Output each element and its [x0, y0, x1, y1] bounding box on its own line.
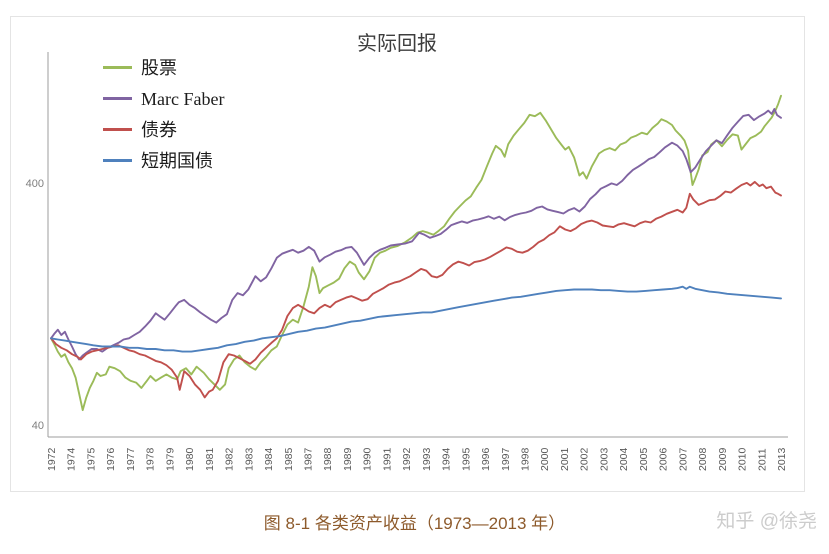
x-axis-tick-label: 1995 [460, 447, 472, 471]
x-axis-tick-label: 1976 [105, 447, 117, 471]
legend-item-tbills: 短期国债 [103, 145, 224, 176]
x-axis-tick-label: 1987 [303, 447, 315, 471]
legend-label-bonds: 债券 [141, 119, 177, 140]
x-axis-tick-label: 1984 [263, 447, 275, 471]
series-line-stocks [50, 94, 782, 412]
x-axis-tick-label: 2009 [717, 447, 729, 471]
series-line-marc-faber [50, 108, 782, 361]
x-axis-tick-label: 1985 [283, 447, 295, 471]
legend-label-marc-faber: Marc Faber [141, 88, 225, 109]
series-line-tbills [50, 285, 782, 353]
x-axis-tick-label: 2011 [756, 448, 768, 471]
y-axis-tick-40: 40 [31, 420, 44, 432]
legend-swatch-stocks [103, 66, 132, 69]
legend-label-tbills: 短期国债 [141, 150, 213, 171]
x-axis-tick-label: 2005 [638, 447, 650, 471]
watermark: 知乎 @徐尧 [716, 511, 817, 532]
x-axis-tick-label: 1990 [362, 447, 374, 471]
x-axis-tick-label: 1983 [243, 447, 255, 471]
x-axis-tick-label: 2002 [579, 447, 591, 471]
y-axis-tick-400: 400 [25, 178, 44, 190]
x-axis-tick-label: 1974 [66, 447, 78, 471]
x-axis-tick-label: 1981 [204, 447, 216, 471]
legend-label-stocks: 股票 [141, 57, 177, 78]
x-axis-tick-label: 1982 [224, 447, 236, 471]
x-axis-tick-label: 2003 [598, 447, 610, 471]
x-axis-tick-label: 1972 [46, 447, 58, 471]
x-axis-tick-label: 1993 [421, 447, 433, 471]
x-axis-tick-label: 1989 [342, 447, 354, 471]
legend-item-marc-faber: Marc Faber [103, 83, 224, 114]
x-axis-tick-label: 1975 [86, 447, 98, 471]
x-axis-tick-label: 2010 [737, 447, 749, 471]
legend-item-bonds: 债券 [103, 114, 224, 145]
x-axis-tick-label: 1994 [441, 447, 453, 471]
legend-swatch-marc-faber [103, 97, 132, 100]
chart-legend: 股票 Marc Faber 债券 短期国债 [103, 52, 224, 176]
x-axis-tick-label: 1991 [381, 447, 393, 471]
x-axis-tick-label: 1997 [500, 447, 512, 471]
figure-caption: 图 8-1 各类资产收益（1973—2013 年） [263, 514, 566, 533]
legend-item-stocks: 股票 [103, 52, 224, 83]
x-axis-tick-label: 2001 [559, 447, 571, 471]
legend-swatch-bonds [103, 128, 132, 131]
x-axis-tick-label: 2004 [618, 447, 630, 471]
x-axis-tick-label: 1978 [145, 447, 157, 471]
x-axis-tick-label: 1998 [520, 447, 532, 471]
x-axis-tick-label: 2006 [658, 447, 670, 471]
x-axis-tick-label: 2000 [539, 447, 551, 471]
x-axis-tick-label: 1992 [401, 447, 413, 471]
x-axis-tick-label: 1996 [480, 447, 492, 471]
x-axis-tick-label: 1980 [184, 447, 196, 471]
legend-swatch-tbills [103, 159, 132, 162]
x-axis-tick-label: 2008 [697, 447, 709, 471]
chart-panel [10, 16, 805, 492]
x-axis-tick-label: 1977 [125, 447, 137, 471]
x-axis-tick-label: 2007 [677, 447, 689, 471]
x-axis-tick-label: 1988 [322, 447, 334, 471]
chart-title: 实际回报 [357, 33, 437, 55]
x-axis-tick-label: 2013 [776, 447, 788, 471]
x-axis-tick-label: 1979 [164, 447, 176, 471]
series-line-bonds [50, 180, 782, 399]
